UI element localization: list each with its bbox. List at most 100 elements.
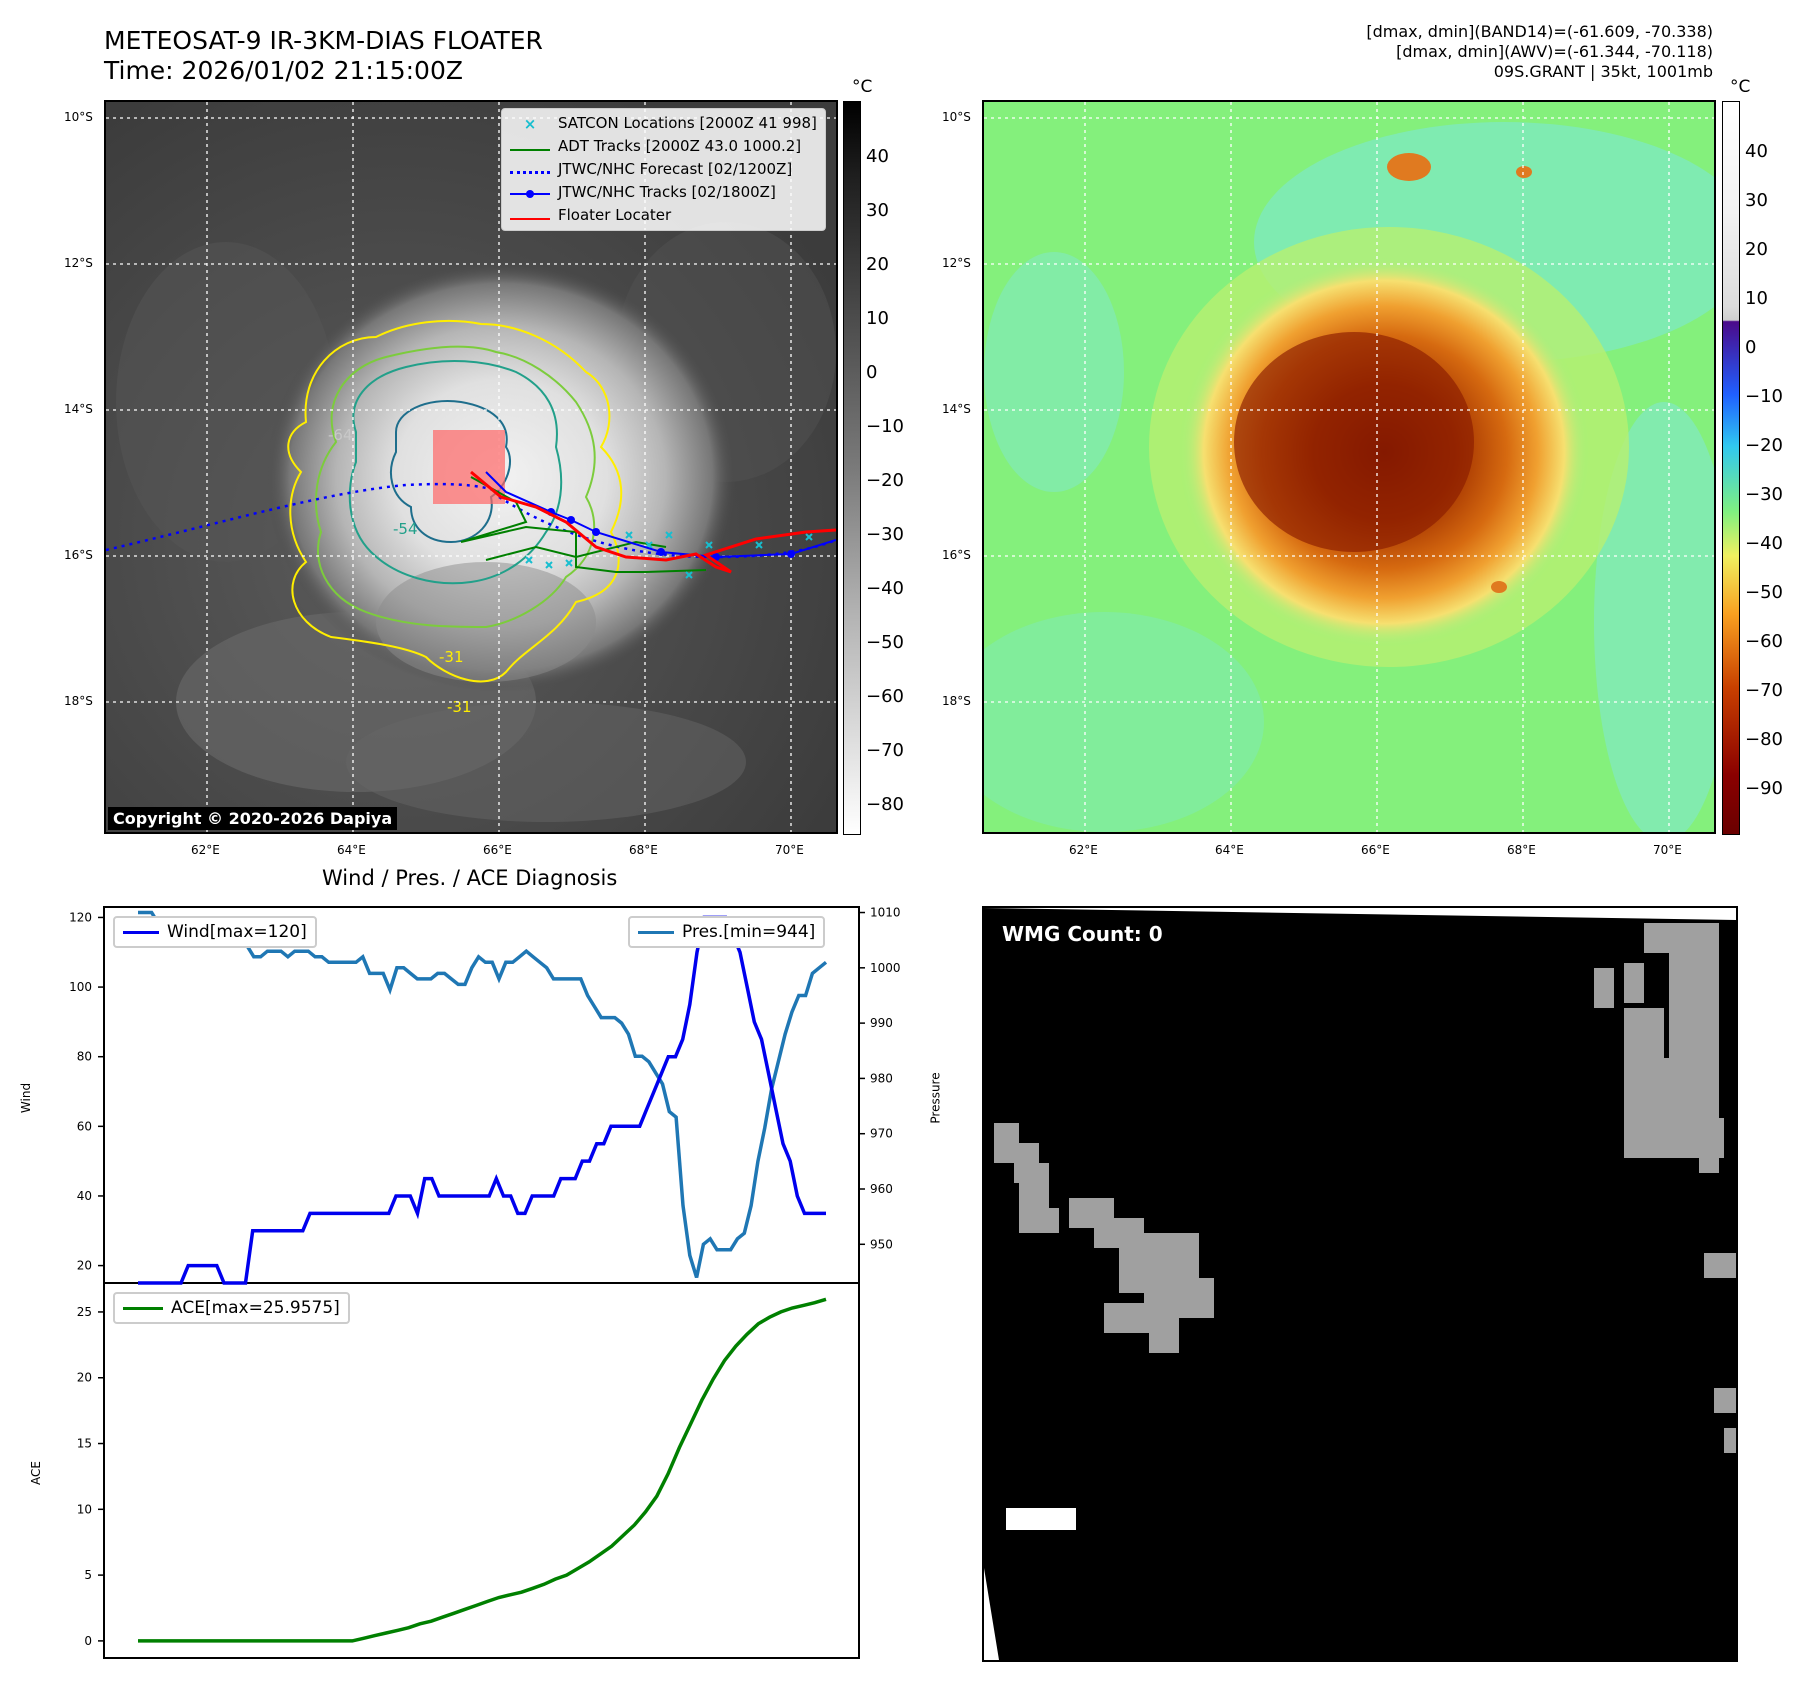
ir-cbar-tick: −20 <box>866 470 904 491</box>
ir-legend: × SATCON Locations [2000Z 41 998] ADT Tra… <box>501 108 826 231</box>
axis-tick-label: 950 <box>870 1237 893 1251</box>
legend-item-tracks: JTWC/NHC Tracks [02/1800Z] <box>510 181 817 204</box>
wind-axis-label: Wind <box>19 1082 34 1114</box>
ir-cbar-tick: −70 <box>866 740 904 761</box>
axis-tick-label: 100 <box>69 980 92 994</box>
axis-tick-label: 970 <box>870 1127 893 1141</box>
ir-cloud-band <box>346 702 746 822</box>
axis-tick-label: 980 <box>870 1071 893 1085</box>
lon-label: 62°E <box>191 843 220 857</box>
axis-tick-label: 60 <box>77 1119 92 1133</box>
awv-cbar-tick: −30 <box>1745 484 1783 505</box>
awv-cbar-tick: −70 <box>1745 680 1783 701</box>
lon-label: 64°E <box>337 843 366 857</box>
info-storm: 09S.GRANT | 35kt, 1001mb <box>1493 62 1713 81</box>
line-icon <box>510 212 550 220</box>
ir-cloud-band <box>376 562 596 682</box>
ir-cbar-tick: −50 <box>866 632 904 653</box>
legend-item-satcon: × SATCON Locations [2000Z 41 998] <box>510 112 817 135</box>
ace-series-line <box>138 1297 827 1643</box>
awv-cbar-tick: 40 <box>1745 141 1768 162</box>
contour-label: -64 <box>328 426 353 444</box>
contour-label: -31 <box>447 698 472 716</box>
wmg-white-cell <box>1006 1508 1076 1530</box>
copyright-badge: Copyright © 2020-2026 Dapiya <box>108 807 398 830</box>
line-icon <box>123 930 159 934</box>
lat-label: 12°S <box>942 256 971 270</box>
ace-legend: ACE[max=25.9575] <box>113 1292 350 1324</box>
diagnosis-chart[interactable]: 20 40 60 80 100 120 950 960 970 980 990 1000 1010 0… <box>0 890 900 1670</box>
ace-ticks: 0 5 10 15 20 25 <box>77 1305 104 1648</box>
jtwc-track-points <box>547 508 795 561</box>
ir-cbar-tick: −60 <box>866 686 904 707</box>
awv-cbar-tick: −40 <box>1745 533 1783 554</box>
awv-moist-area <box>984 612 1264 832</box>
pressure-series-line <box>138 910 828 1279</box>
awv-cbar-tick: −60 <box>1745 631 1783 652</box>
lon-label: 66°E <box>1361 843 1390 857</box>
awv-satellite-panel[interactable] <box>982 100 1716 834</box>
awv-cbar-tick: −90 <box>1745 778 1783 799</box>
lat-label: 18°S <box>64 694 93 708</box>
awv-moist-area <box>984 252 1124 492</box>
awv-cell <box>1387 153 1431 181</box>
axis-tick-label: 1010 <box>870 906 900 920</box>
contour-label: -54 <box>393 520 418 538</box>
awv-cbar-tick: 0 <box>1745 337 1757 358</box>
axis-tick-label: 990 <box>870 1016 893 1030</box>
line-icon <box>123 1306 163 1310</box>
axis-tick-label: 10 <box>77 1502 92 1516</box>
wind-legend: Wind[max=120] <box>113 916 317 948</box>
ir-cbar-tick: −80 <box>866 794 904 815</box>
axis-tick-label: 20 <box>77 1371 92 1385</box>
lon-label: 70°E <box>775 843 804 857</box>
contour-label: -31 <box>439 648 464 666</box>
awv-cell <box>1516 166 1532 178</box>
adt-track <box>485 540 667 561</box>
wmg-count-label: WMG Count: 0 <box>1002 922 1163 946</box>
wmg-panel[interactable]: WMG Count: 0 <box>982 906 1738 1662</box>
ir-cbar-tick: 40 <box>866 146 889 167</box>
awv-map-svg <box>984 102 1714 832</box>
wind-ticks: 20 40 60 80 100 120 <box>69 910 104 1273</box>
adt-track <box>460 476 707 573</box>
awv-cbar-tick: −10 <box>1745 386 1783 407</box>
axis-tick-label: 0 <box>84 1634 92 1648</box>
ir-cbar-tick: −30 <box>866 524 904 545</box>
axis-tick-label: 5 <box>84 1568 92 1582</box>
axis-tick-label: 25 <box>77 1305 92 1319</box>
ir-cbar-tick: 20 <box>866 254 889 275</box>
awv-cbar-tick: −20 <box>1745 435 1783 456</box>
ir-cbar-tick: 0 <box>866 362 878 383</box>
axis-tick-label: 20 <box>77 1259 92 1273</box>
axis-tick-label: 1000 <box>870 961 900 975</box>
awv-cbar-tick: 20 <box>1745 239 1768 260</box>
info-band14: [dmax, dmin](BAND14)=(-61.609, -70.338) <box>1366 22 1713 41</box>
lat-label: 14°S <box>64 402 93 416</box>
lat-label: 10°S <box>64 110 93 124</box>
map-time: Time: 2026/01/02 21:15:00Z <box>104 56 463 85</box>
legend-item-forecast: JTWC/NHC Forecast [02/1200Z] <box>510 158 817 181</box>
wmg-map-svg <box>984 908 1736 1660</box>
awv-cbar-tick: 10 <box>1745 288 1768 309</box>
pressure-legend: Pres.[min=944] <box>628 916 826 948</box>
diagnosis-title: Wind / Pres. / ACE Diagnosis <box>322 866 618 890</box>
awv-moist-area <box>1594 402 1714 832</box>
wind-series-line <box>138 915 826 1285</box>
x-marker-icon: × <box>523 114 537 133</box>
ir-cbar-tick: 10 <box>866 308 889 329</box>
satcon-markers <box>525 531 813 579</box>
axis-tick-label: 960 <box>870 1182 893 1196</box>
lat-label: 10°S <box>942 110 971 124</box>
lon-label: 70°E <box>1653 843 1682 857</box>
axis-tick-label: 120 <box>69 910 92 924</box>
contour-60 <box>348 360 563 585</box>
awv-cbar-tick: −50 <box>1745 582 1783 603</box>
dotted-line-icon <box>510 165 550 174</box>
axis-tick-label: 80 <box>77 1050 92 1064</box>
axis-tick-label: 40 <box>77 1189 92 1203</box>
ir-satellite-panel[interactable]: -64 -54 -31 -31 <box>104 100 838 834</box>
wmg-gray-cells <box>994 923 1736 1453</box>
lat-label: 16°S <box>64 548 93 562</box>
awv-cell <box>1491 581 1507 593</box>
